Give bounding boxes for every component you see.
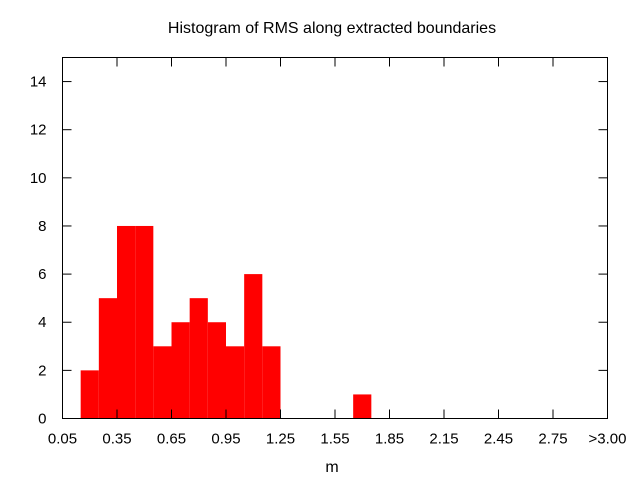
histogram-bar <box>353 394 372 419</box>
chart-title: Histogram of RMS along extracted boundar… <box>168 20 496 37</box>
histogram-bar <box>207 322 226 419</box>
y-tick-label: 6 <box>38 266 46 283</box>
x-tick-label: 1.25 <box>266 431 295 448</box>
y-tick-label: 4 <box>38 314 46 331</box>
histogram-bar <box>80 370 99 419</box>
x-tick-label: 1.85 <box>375 431 404 448</box>
histogram-bar <box>226 346 245 419</box>
x-tick-label: 2.75 <box>538 431 567 448</box>
histogram-bar <box>171 322 190 419</box>
x-tick-label: 0.95 <box>211 431 240 448</box>
x-tick-label: 0.35 <box>102 431 131 448</box>
x-tick-label: 2.15 <box>429 431 458 448</box>
histogram-bar <box>98 298 117 419</box>
histogram-bar <box>117 225 136 419</box>
histogram-bar <box>153 346 172 419</box>
y-tick-label: 8 <box>38 218 46 235</box>
histogram-bar <box>262 346 281 419</box>
y-axis: 0 2 4 6 8 10 12 14 <box>30 74 608 428</box>
bars-group <box>80 225 372 419</box>
x-tick-label: 1.55 <box>320 431 349 448</box>
histogram-bar <box>189 298 208 419</box>
histogram-bar <box>244 274 263 419</box>
x-axis-label: m <box>325 459 338 476</box>
x-tick-label: 2.45 <box>484 431 513 448</box>
y-tick-label: 2 <box>38 362 46 379</box>
y-tick-label: 10 <box>30 170 47 187</box>
x-tick-label: >3.00 <box>589 431 627 448</box>
y-tick-label: 12 <box>30 122 47 139</box>
y-tick-label: 14 <box>30 74 47 91</box>
x-tick-label: 0.05 <box>48 431 77 448</box>
plot-frame <box>62 57 608 419</box>
y-tick-label: 0 <box>38 411 46 428</box>
x-tick-label: 0.65 <box>157 431 186 448</box>
histogram-bar <box>135 225 154 419</box>
